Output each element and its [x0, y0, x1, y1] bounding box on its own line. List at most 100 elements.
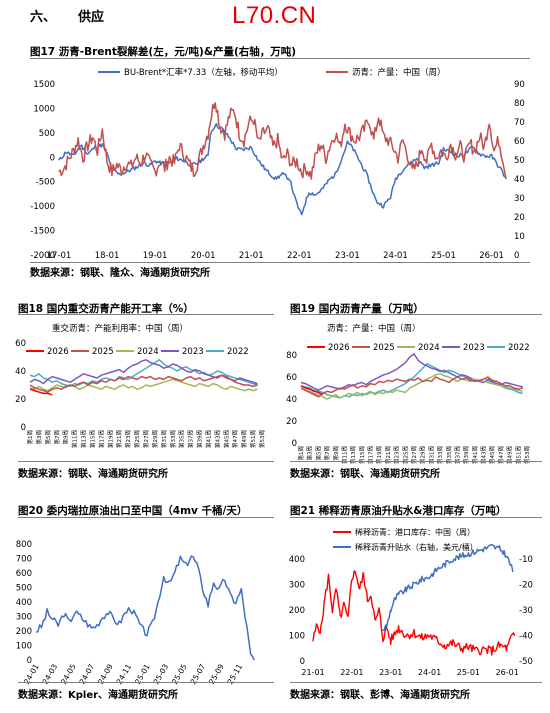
fig17-lines [58, 102, 507, 216]
fig18-top-rule [18, 314, 274, 315]
fig18-xtick: 第25周 [133, 430, 141, 448]
fig17-xtick: 18-01 [95, 251, 120, 261]
fig17-legend-label-1: 沥青：产量：中国（周） [352, 67, 446, 78]
fig19-xtick: 第31周 [427, 446, 435, 464]
fig19-xtick: 第19周 [375, 446, 383, 464]
fig21-ytick-left: 100 [289, 632, 305, 642]
fig20-series-exports [35, 555, 255, 661]
fig21-ytick-right: -40 [519, 632, 533, 642]
fig19-xtick: 第37周 [454, 446, 462, 464]
fig20-ytick: 400 [16, 598, 32, 608]
fig18-xtick: 第11周 [71, 430, 79, 448]
fig17-xtick: 22-01 [287, 251, 312, 261]
fig18-legend-2026: 2026 [47, 347, 69, 357]
fig21-ytick-left: 300 [289, 581, 305, 591]
fig21-bottom-rule [290, 682, 542, 683]
fig19-series-2023 [300, 353, 523, 391]
fig19-legend-2022: 2022 [508, 343, 530, 353]
fig19-ytick: 20 [286, 417, 297, 427]
fig17-ytick-right: 80 [514, 99, 525, 109]
fig17-x-axis-ticks: 17-01 18-01 19-01 20-01 21-01 22-01 23-01 24-01… [47, 251, 504, 261]
fig17-ytick-left: -1000 [30, 202, 55, 212]
fig19-top-rule [290, 314, 542, 315]
fig19-xtick: 第51周 [514, 446, 522, 464]
fig21-chart: 稀释沥青：港口库存：中国（周） 稀释沥青升贴水（右轴，美元/桶） 400 300… [289, 527, 533, 677]
fig21-title: 图21 稀释沥青原油升贴水&港口库存（万吨） [290, 505, 507, 517]
fig18-xtick: 第1周 [26, 430, 34, 445]
fig19-xtick: 第21周 [384, 446, 392, 464]
fig19-legend-2023: 2023 [463, 343, 485, 353]
fig19-xtick: 第7周 [323, 446, 331, 461]
fig18-xtick: 第21周 [115, 430, 123, 448]
fig20-ytick: 500 [16, 584, 32, 594]
fig17-ytick-left: -500 [36, 178, 55, 188]
fig18-series-2023 [29, 359, 258, 385]
fig21-ytick-right: -50 [519, 657, 533, 667]
fig19-legend: 2026 2025 2024 2023 2022 [307, 343, 530, 353]
fig17-ytick-left: 1000 [33, 104, 55, 114]
fig17-ytick-right: 90 [514, 80, 525, 90]
fig19-legend-2024: 2024 [418, 343, 440, 353]
fig19-subtitle: 沥青：产量：中国（周） [327, 323, 421, 334]
fig18-xtick: 第53周 [258, 430, 266, 448]
fig21-series-premium [382, 543, 514, 632]
fig18-xtick: 第5周 [44, 430, 52, 445]
fig18-ytick: 60 [15, 339, 26, 349]
fig18-xtick: 第41周 [205, 430, 213, 448]
fig17-series-output [58, 102, 507, 180]
fig20-ytick: 200 [16, 627, 32, 637]
fig19-xtick: 第11周 [341, 446, 349, 464]
fig19-bottom-rule [290, 461, 542, 462]
fig17-ytick-right: 40 [514, 175, 525, 185]
fig18-xtick: 第51周 [249, 430, 257, 448]
fig19-legend-2026: 2026 [328, 343, 350, 353]
fig18-title: 图18 国内重交沥青产能开工率（%） [18, 303, 194, 315]
fig20-ytick: 0 [27, 656, 32, 666]
fig18-xtick: 第9周 [62, 430, 70, 445]
fig19-xtick: 第41周 [471, 446, 479, 464]
fig21-ytick-left: 200 [289, 606, 305, 616]
fig21-lines [312, 543, 516, 656]
fig18-xtick: 第49周 [240, 430, 248, 448]
fig20-title: 图20 委内瑞拉原油出口至中国（4mv 千桶/天） [18, 505, 248, 517]
fig21-ytick-right: -10 [519, 555, 533, 565]
fig19-xtick: 第49周 [506, 446, 514, 464]
fig19-xtick: 第33周 [436, 446, 444, 464]
fig18-xtick: 第7周 [53, 430, 61, 445]
fig17-xtick: 23-01 [335, 251, 360, 261]
fig19-x-axis-ticks: 第1周 第3周 第5周 第7周 第9周 第11周 第13周 第15周 第17周 第19周 第21周第… [297, 446, 531, 464]
fig20-ytick: 100 [16, 642, 32, 652]
fig17-ytick-right: 10 [514, 232, 525, 242]
section-number: 六、 [30, 10, 57, 25]
fig19-xtick: 第5周 [314, 446, 322, 461]
fig17-ytick-right: 70 [514, 118, 525, 128]
fig18-ytick: 0 [21, 423, 26, 433]
fig19-xtick: 第43周 [480, 446, 488, 464]
fig19-xtick: 第53周 [523, 446, 531, 464]
fig21-right-axis-ticks: -10 -20 -30 -40 -50 [519, 555, 533, 667]
fig20-ytick: 700 [16, 555, 32, 565]
fig19-xtick: 第39周 [462, 446, 470, 464]
fig21-top-rule [290, 517, 542, 518]
fig18-y-axis-ticks: 60 40 20 0 [15, 339, 26, 433]
fig17-ytick-right: 0 [514, 251, 519, 261]
fig17-top-rule [30, 58, 530, 59]
fig19-xtick: 第35周 [445, 446, 453, 464]
fig19-xtick: 第15周 [358, 446, 366, 464]
fig21-left-axis-ticks: 400 300 200 100 0 [289, 555, 305, 667]
fig19-ytick: 60 [286, 373, 297, 383]
fig18-legend-2024: 2024 [137, 347, 159, 357]
fig19-source: 数据来源：钢联、海通期货研究所 [290, 469, 440, 480]
fig17-chart: BU-Brent*汇率*7.33（左轴，移动平均） 沥青：产量：中国（周） 15… [30, 67, 525, 261]
fig19-xtick: 第9周 [332, 446, 340, 461]
fig18-xtick: 第31周 [160, 430, 168, 448]
fig20-ytick: 800 [16, 540, 32, 550]
fig17-xtick: 24-01 [383, 251, 408, 261]
fig19-xtick: 第13周 [349, 446, 357, 464]
fig18-xtick: 第45周 [222, 430, 230, 448]
fig21-xtick: 23-01 [379, 668, 402, 677]
fig19-series-2022 [300, 363, 523, 399]
watermark-logo: L70.CN [232, 2, 317, 29]
fig18-chart: 重交沥青：产能利用率：中国（周） 2026 2025 2024 2023 202… [15, 323, 266, 448]
fig21-xtick: 26-01 [496, 668, 519, 677]
